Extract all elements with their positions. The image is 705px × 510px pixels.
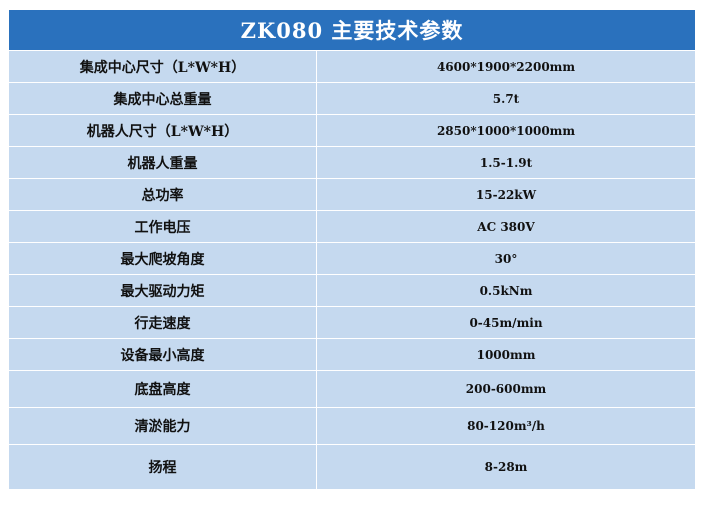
row-label: 总功率	[8, 178, 317, 211]
row-label: 底盘高度	[8, 370, 317, 408]
row-label: 最大驱动力矩	[8, 274, 317, 307]
row-value: 30°	[315, 242, 697, 275]
row-label: 行走速度	[8, 306, 317, 339]
table-row: 最大爬坡角度 30°	[8, 242, 697, 275]
row-label: 最大爬坡角度	[8, 242, 317, 275]
table-row: 总功率 15-22kW	[8, 178, 697, 211]
row-value: 0-45m/min	[315, 306, 697, 339]
table-row: 集成中心总重量 5.7t	[8, 82, 697, 115]
row-value: 80-120m³/h	[315, 407, 697, 445]
row-value: 0.5kNm	[315, 274, 697, 307]
row-label: 扬程	[8, 444, 317, 490]
row-value: 1000mm	[315, 338, 697, 371]
table-row: 最大驱动力矩 0.5kNm	[8, 274, 697, 307]
row-label: 集成中心总重量	[8, 82, 317, 115]
table-row: 底盘高度 200-600mm	[8, 370, 697, 408]
table-title-row: ZK080 主要技术参数	[7, 9, 697, 51]
spec-table: ZK080 主要技术参数 集成中心尺寸（L*W*H） 4600*1900*220…	[7, 9, 697, 490]
row-label: 机器人重量	[8, 146, 317, 179]
table-row: 行走速度 0-45m/min	[8, 306, 697, 339]
table-row: 机器人重量 1.5-1.9t	[8, 146, 697, 179]
row-value: 5.7t	[315, 82, 697, 115]
table-row: 扬程 8-28m	[8, 444, 697, 490]
table-row: 工作电压 AC 380V	[8, 210, 697, 243]
row-label: 设备最小高度	[8, 338, 317, 371]
table-row: 清淤能力 80-120m³/h	[8, 407, 697, 445]
row-label: 工作电压	[8, 210, 317, 243]
table-row: 机器人尺寸（L*W*H） 2850*1000*1000mm	[8, 114, 697, 147]
row-value: 2850*1000*1000mm	[315, 114, 697, 147]
row-value: 8-28m	[315, 444, 697, 490]
row-value: 15-22kW	[315, 178, 697, 211]
table-row: 集成中心尺寸（L*W*H） 4600*1900*2200mm	[8, 50, 697, 83]
row-value: 1.5-1.9t	[315, 146, 697, 179]
row-value: AC 380V	[315, 210, 697, 243]
row-value: 4600*1900*2200mm	[315, 50, 697, 83]
row-label: 清淤能力	[8, 407, 317, 445]
table-title: ZK080 主要技术参数	[7, 9, 697, 51]
table-row: 设备最小高度 1000mm	[8, 338, 697, 371]
row-value: 200-600mm	[315, 370, 697, 408]
row-label: 机器人尺寸（L*W*H）	[8, 114, 317, 147]
row-label: 集成中心尺寸（L*W*H）	[8, 50, 317, 83]
